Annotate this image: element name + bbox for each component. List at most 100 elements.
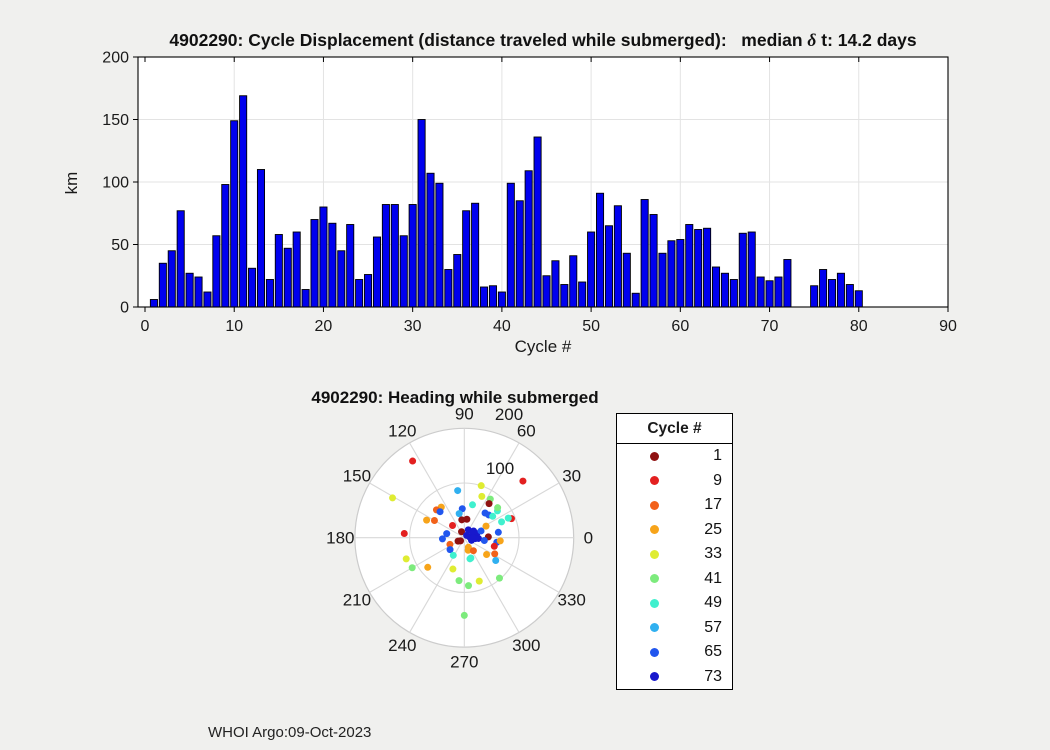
- bar-cycle-7: [203, 291, 212, 308]
- bar-cycle-25: [364, 274, 373, 308]
- bar-cycle-79: [845, 284, 854, 308]
- bar-cycle-71: [774, 276, 783, 308]
- polar-point: [490, 542, 498, 550]
- bar-cycle-29: [399, 235, 408, 308]
- polar-point: [430, 516, 438, 524]
- bar-cycle-24: [355, 279, 364, 308]
- bar-cycle-28: [390, 204, 399, 308]
- y-axis-label: km: [62, 171, 81, 195]
- delta-symbol: δ: [807, 30, 817, 50]
- bar-cycle-44: [533, 136, 542, 308]
- polar-point: [443, 530, 451, 538]
- polar-point: [483, 550, 491, 558]
- bar-cycle-57: [649, 214, 658, 308]
- bar-cycle-31: [417, 119, 426, 308]
- bar-cycle-56: [640, 199, 649, 308]
- polar-angle-label-60: 60: [517, 421, 536, 440]
- bar-cycle-62: [694, 229, 703, 308]
- x-axis-label: Cycle #: [514, 337, 572, 356]
- polar-point: [469, 529, 477, 537]
- x-tick-label: 30: [404, 318, 422, 335]
- polar-point: [504, 514, 512, 522]
- legend-entry-cycle-17: 17: [617, 493, 732, 518]
- y-tick-label: 0: [120, 300, 129, 317]
- bar-cycle-46: [551, 260, 560, 308]
- bar-cycle-15: [274, 234, 283, 308]
- bar-cycle-4: [176, 210, 185, 308]
- bar-chart-title-prefix: 4902290: Cycle Displacement (distance tr…: [169, 30, 808, 50]
- polar-angle-label-30: 30: [562, 467, 581, 486]
- legend-marker-icon: [650, 525, 659, 535]
- bar-cycle-61: [685, 224, 694, 308]
- legend-entry-cycle-9: 9: [617, 469, 732, 494]
- polar-point: [496, 537, 504, 545]
- bar-cycle-53: [613, 205, 622, 308]
- legend-entry-label: 25: [704, 520, 722, 538]
- bar-cycle-13: [256, 169, 266, 308]
- polar-point: [449, 551, 457, 559]
- polar-point: [458, 516, 466, 524]
- polar-point: [389, 494, 397, 502]
- polar-point: [463, 515, 471, 523]
- legend-rows: 1 9 17 25 33 41 49 57 65 73: [617, 444, 732, 689]
- bar-cycle-64: [712, 266, 721, 308]
- bar-cycle-32: [426, 172, 435, 308]
- bar-cycle-59: [667, 240, 676, 308]
- x-tick-label: 40: [493, 318, 511, 335]
- y-tick-label: 50: [111, 237, 129, 254]
- legend-marker-icon: [650, 647, 659, 657]
- bar-cycle-33: [435, 182, 444, 308]
- legend-marker-icon: [650, 598, 659, 608]
- legend-entry-cycle-49: 49: [617, 591, 732, 616]
- polar-angle-label-240: 240: [388, 636, 416, 655]
- x-tick-label: 80: [850, 318, 868, 335]
- bar-cycle-22: [337, 250, 346, 308]
- bar-cycle-50: [587, 231, 596, 308]
- bar-cycle-35: [453, 254, 462, 308]
- polar-point: [446, 540, 454, 548]
- legend-entry-cycle-41: 41: [617, 567, 732, 592]
- polar-point: [469, 534, 477, 542]
- polar-point: [402, 555, 410, 563]
- bar-cycle-55: [631, 292, 640, 308]
- x-tick-label: 60: [671, 318, 689, 335]
- polar-point: [438, 535, 446, 543]
- bar-cycle-12: [248, 267, 257, 308]
- bar-cycle-45: [542, 275, 551, 308]
- bar-cycle-68: [747, 231, 756, 308]
- legend-entry-label: 33: [704, 545, 722, 563]
- legend-entry-cycle-65: 65: [617, 640, 732, 665]
- bar-cycle-17: [292, 231, 301, 308]
- bar-cycle-65: [720, 272, 729, 308]
- legend-entry-cycle-25: 25: [617, 518, 732, 543]
- heading-polar-plot: 0 30 60 90 120 150 180 210 240 270 300 330 100 200: [326, 405, 593, 672]
- legend-entry-label: 41: [704, 569, 722, 587]
- polar-point: [460, 611, 468, 619]
- bar-cycle-54: [622, 252, 631, 308]
- legend-entry-label: 1: [713, 447, 722, 465]
- polar-point: [400, 530, 408, 538]
- y-tick-label: 100: [102, 175, 129, 192]
- legend-marker-icon: [650, 500, 659, 510]
- polar-point: [455, 577, 463, 585]
- legend-entry-cycle-57: 57: [617, 616, 732, 641]
- polar-angle-label-180: 180: [326, 529, 354, 548]
- legend-marker-icon: [650, 574, 659, 584]
- polar-point: [489, 512, 497, 520]
- bar-cycle-26: [372, 236, 381, 308]
- polar-point: [469, 501, 477, 509]
- polar-point: [491, 550, 499, 558]
- legend-box: Cycle # 1 9 17 25 33 41 49 57 65 73: [616, 413, 733, 690]
- bar-cycle-34: [444, 269, 453, 308]
- bar-cycle-20: [319, 206, 328, 308]
- bar-cycle-23: [346, 224, 355, 308]
- bar-cycle-9: [221, 184, 230, 308]
- x-tick-label: 0: [141, 318, 150, 335]
- polar-angle-label-210: 210: [343, 591, 371, 610]
- polar-point: [477, 527, 485, 535]
- bar-cycle-67: [738, 232, 747, 308]
- displacement-bar-chart: 0 10 20 30 40 50 60 70 80 90 0 50 100 150 200: [102, 50, 957, 336]
- legend-marker-icon: [650, 476, 659, 486]
